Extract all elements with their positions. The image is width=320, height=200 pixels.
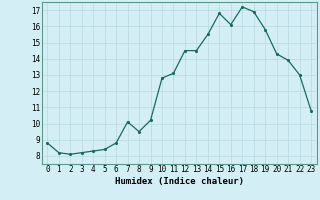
X-axis label: Humidex (Indice chaleur): Humidex (Indice chaleur) bbox=[115, 177, 244, 186]
